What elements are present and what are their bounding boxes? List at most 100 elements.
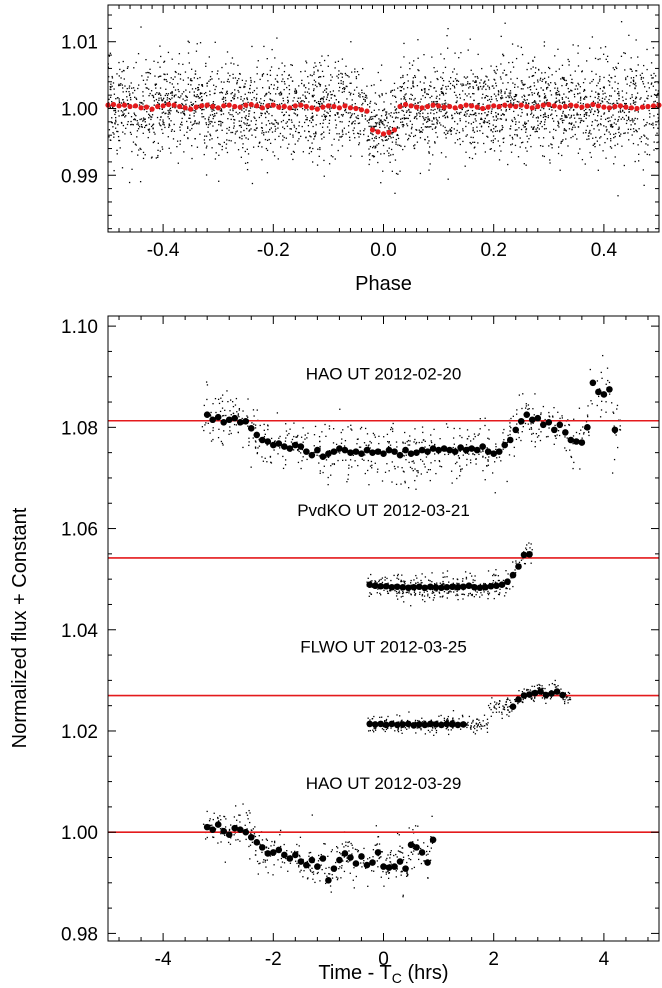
raw-point	[375, 137, 377, 140]
raw-point	[635, 96, 637, 98]
raw-point	[333, 463, 336, 466]
raw-point	[399, 170, 401, 172]
raw-point	[350, 114, 353, 117]
raw-point	[209, 90, 211, 92]
binned-point	[254, 103, 260, 109]
raw-point	[338, 101, 340, 104]
raw-point	[591, 403, 593, 405]
raw-point	[341, 145, 344, 147]
raw-point	[285, 430, 288, 432]
raw-point	[510, 151, 513, 153]
raw-point	[293, 97, 295, 99]
raw-point	[442, 84, 444, 87]
raw-point	[270, 99, 272, 101]
raw-point	[460, 83, 462, 85]
raw-point	[478, 102, 480, 105]
raw-point	[380, 121, 382, 124]
raw-point	[379, 96, 381, 98]
raw-point	[424, 576, 427, 578]
raw-point	[598, 80, 601, 82]
raw-point	[526, 114, 528, 116]
raw-point	[199, 93, 202, 95]
raw-point	[117, 97, 119, 99]
raw-point	[209, 114, 212, 116]
raw-point	[325, 115, 327, 117]
raw-point	[303, 870, 305, 872]
raw-point	[241, 109, 243, 111]
raw-point	[363, 459, 365, 461]
raw-point	[363, 133, 365, 136]
raw-point	[523, 562, 526, 565]
raw-point	[354, 102, 356, 105]
raw-point	[621, 145, 623, 147]
raw-point	[203, 429, 205, 432]
raw-point	[449, 590, 451, 592]
raw-point	[213, 115, 215, 118]
raw-point	[249, 110, 251, 112]
raw-point	[495, 82, 497, 84]
raw-point	[148, 88, 150, 90]
raw-point	[609, 102, 611, 105]
raw-point	[564, 116, 566, 118]
raw-point	[157, 76, 160, 78]
raw-point	[634, 82, 637, 84]
raw-point	[524, 83, 526, 85]
raw-point	[206, 384, 209, 386]
raw-point	[492, 139, 494, 142]
raw-point	[242, 143, 244, 145]
raw-point	[304, 95, 306, 97]
raw-point	[157, 93, 160, 95]
raw-point	[473, 596, 475, 598]
raw-point	[514, 144, 517, 147]
raw-point	[221, 148, 223, 151]
raw-point	[302, 94, 304, 96]
raw-point	[391, 428, 394, 430]
raw-point	[374, 122, 377, 124]
raw-point	[566, 83, 568, 85]
raw-point	[524, 121, 526, 123]
raw-point	[524, 123, 527, 125]
raw-point	[293, 422, 295, 424]
raw-point	[108, 129, 111, 131]
raw-point	[219, 120, 221, 122]
raw-point	[127, 112, 130, 114]
raw-point	[116, 153, 118, 155]
raw-point	[561, 64, 564, 66]
raw-point	[421, 460, 424, 462]
raw-point	[158, 92, 160, 94]
raw-point	[240, 156, 243, 158]
raw-point	[402, 76, 404, 78]
raw-point	[114, 109, 117, 112]
raw-point	[384, 119, 387, 122]
raw-point	[383, 729, 385, 731]
raw-point	[397, 87, 399, 89]
raw-point	[298, 85, 300, 87]
raw-point	[464, 111, 467, 113]
raw-point	[410, 584, 412, 586]
raw-point	[394, 109, 397, 111]
raw-point	[342, 102, 345, 104]
raw-point	[135, 61, 137, 64]
raw-point	[115, 111, 117, 113]
raw-point	[278, 135, 280, 138]
raw-point	[481, 97, 483, 99]
binned-point	[617, 103, 624, 109]
raw-point	[465, 125, 467, 128]
raw-point	[419, 115, 421, 118]
raw-point	[505, 110, 507, 112]
raw-point	[307, 124, 310, 127]
raw-point	[217, 398, 220, 401]
raw-point	[500, 150, 502, 152]
raw-point	[398, 590, 400, 592]
raw-point	[524, 407, 527, 409]
raw-point	[456, 73, 458, 75]
raw-point	[499, 588, 501, 590]
raw-point	[641, 72, 643, 75]
raw-point	[441, 87, 443, 89]
raw-point	[449, 88, 452, 90]
raw-point	[570, 89, 572, 92]
raw-point	[187, 77, 189, 79]
binned-point	[259, 105, 265, 111]
raw-point	[394, 95, 396, 97]
raw-point	[330, 474, 332, 476]
